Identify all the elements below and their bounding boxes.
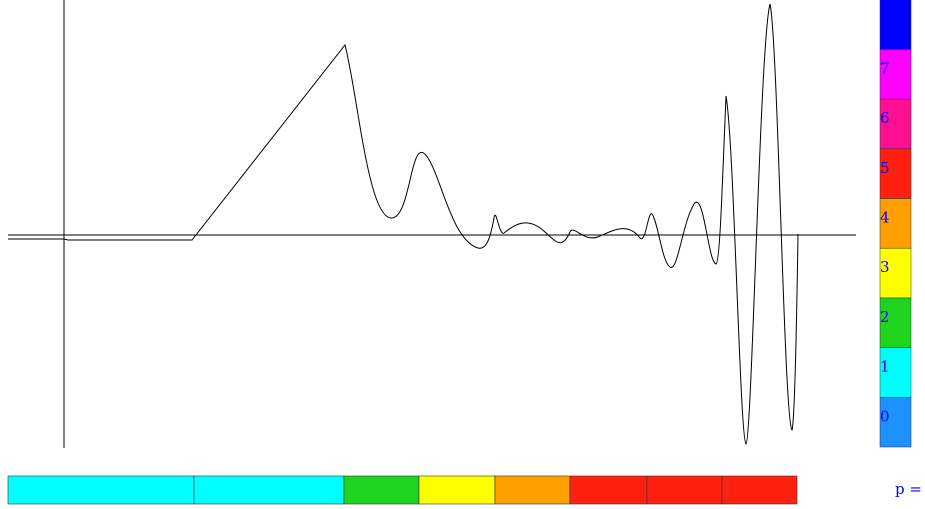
legend-label-0: 0 <box>880 407 890 425</box>
p-readout: p = <box>895 480 922 498</box>
bottom-segment-0 <box>7 475 195 505</box>
legend-colorbar: 0 1 2 3 4 5 6 7 8 <box>879 0 912 448</box>
legend-label-3: 3 <box>880 258 890 276</box>
legend-label-6: 6 <box>880 109 890 127</box>
bottom-segment-6 <box>646 475 723 505</box>
bottom-segment-1 <box>193 475 345 505</box>
legend-swatch-4 <box>879 198 912 249</box>
bottom-segment-7 <box>721 475 798 505</box>
legend-swatch-2 <box>879 297 912 348</box>
bottom-segment-2 <box>343 475 420 505</box>
legend-label-8: 8 <box>880 10 890 28</box>
legend-swatch-8 <box>879 0 912 50</box>
legend-swatch-3 <box>879 247 912 299</box>
legend-swatch-5 <box>879 148 912 199</box>
waveform-curve <box>8 3 799 445</box>
legend-label-1: 1 <box>880 358 890 376</box>
legend-label-2: 2 <box>880 308 890 326</box>
bottom-colorbar <box>7 475 798 505</box>
legend-swatch-7 <box>879 49 912 100</box>
legend-swatch-0 <box>879 397 912 448</box>
legend-label-5: 5 <box>880 159 890 177</box>
bottom-segment-4 <box>494 475 571 505</box>
bottom-segment-3 <box>418 475 496 505</box>
legend-label-4: 4 <box>880 209 890 227</box>
legend-label-7: 7 <box>880 59 890 77</box>
legend-swatch-6 <box>879 98 912 150</box>
bottom-segment-5 <box>569 475 648 505</box>
